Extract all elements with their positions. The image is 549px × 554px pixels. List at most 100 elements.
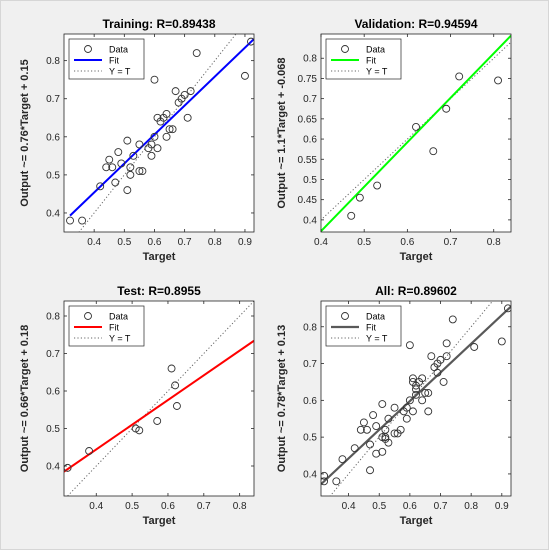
plot-content: [321, 34, 511, 232]
data-point: [448, 315, 457, 324]
legend-label-fit: Fit: [109, 323, 119, 333]
data-point: [162, 132, 171, 141]
data-point: [150, 132, 159, 141]
data-point: [366, 440, 374, 449]
x-tick-label: 0.9: [495, 501, 509, 512]
x-tick-label: 0.5: [357, 237, 371, 248]
data-point: [470, 343, 479, 351]
y-tick-label: 0.8: [303, 54, 317, 65]
plot-content: [66, 34, 254, 232]
y-tick-label: 0.45: [298, 195, 318, 206]
y-tick-label: 0.5: [46, 424, 60, 435]
data-point: [372, 449, 381, 458]
data-point: [433, 368, 442, 377]
legend-data-marker: [84, 312, 92, 320]
x-tick-label: 0.8: [464, 501, 478, 512]
x-tick-label: 0.9: [238, 237, 252, 248]
data-point: [165, 125, 174, 134]
plot-panel: 0.4 0.5 0.6 0.7 0.8 0.4 0.45 0.5 0.55 0.6 0.65 0.7 0…: [276, 17, 512, 263]
y-tick-label: 0.7: [46, 94, 60, 105]
data-point: [356, 425, 365, 434]
plot-panel: 0.4 0.5 0.6 0.7 0.8 0.9 0.4 0.5 0.6 0.7 0.8 Trainin…: [19, 17, 255, 263]
y-tick-label: 0.75: [298, 74, 318, 85]
y-axis-label: Output ~= 0.76*Target + 0.15: [19, 59, 31, 206]
y-tick-label: 0.8: [46, 312, 60, 323]
data-point: [497, 337, 506, 346]
chart-title: All: R=0.89602: [375, 284, 457, 298]
fit-line: [69, 38, 254, 217]
chart-title: Validation: R=0.94594: [354, 17, 477, 31]
data-point: [108, 163, 117, 172]
data-point: [418, 374, 427, 383]
legend-label-data: Data: [366, 312, 385, 322]
data-point: [102, 163, 111, 172]
data-point: [114, 148, 123, 156]
data-point: [421, 389, 430, 397]
axes-frame: [320, 300, 512, 497]
data-point: [171, 381, 180, 390]
data-point: [321, 471, 329, 480]
legend-label-fit: Fit: [109, 56, 119, 66]
plot-panel: 0.4 0.5 0.6 0.7 0.8 0.4 0.5 0.6 0.7 0.8 Test: R=0.…: [19, 284, 255, 527]
data-point: [338, 455, 347, 464]
data-point: [241, 71, 249, 80]
data-point: [424, 407, 433, 416]
data-point: [153, 417, 162, 425]
x-tick-label: 0.7: [444, 237, 458, 248]
data-point: [369, 411, 378, 420]
x-tick-label: 0.8: [487, 237, 501, 248]
data-point: [439, 377, 448, 386]
y-axis-label: Output ~= 0.66*Target + 0.18: [19, 325, 31, 472]
x-tick-label: 0.4: [342, 501, 356, 512]
data-point: [442, 339, 451, 348]
data-point: [381, 425, 390, 434]
data-point: [429, 147, 438, 156]
y-tick-label: 0.65: [298, 114, 318, 125]
x-tick-label: 0.5: [372, 501, 386, 512]
data-point: [363, 425, 371, 434]
data-point: [123, 186, 132, 195]
data-point: [384, 438, 393, 447]
data-point: [138, 167, 147, 176]
data-point: [167, 364, 176, 373]
data-point: [350, 444, 359, 453]
data-point: [135, 140, 144, 149]
y-tick-label: 0.5: [46, 170, 60, 181]
y-tick-label: 0.8: [46, 56, 60, 67]
data-point: [105, 155, 114, 164]
data-point: [384, 414, 393, 423]
data-point: [427, 352, 436, 361]
data-point: [172, 402, 181, 410]
legend-label-fit: Fit: [366, 56, 376, 66]
plot-panel: 0.4 0.5 0.6 0.7 0.8 0.9 0.4 0.5 0.6 0.7 0.8 All: R=…: [276, 284, 512, 527]
data-point: [332, 477, 341, 486]
y-tick-label: 0.7: [46, 349, 60, 360]
data-point: [186, 87, 195, 96]
y-tick-label: 0.4: [46, 208, 60, 219]
axes-frame: [63, 33, 255, 233]
x-tick-label: 0.8: [208, 237, 222, 248]
data-point: [402, 403, 411, 412]
data-point: [494, 76, 502, 85]
y-axis-label: Output ~= 1.1*Target + -0.068: [276, 57, 288, 208]
identity-line: [321, 41, 511, 221]
data-point: [147, 140, 156, 149]
x-tick-label: 0.6: [161, 501, 175, 512]
y-tick-label: 0.6: [303, 396, 317, 407]
plot-content: [321, 301, 511, 496]
data-point: [396, 425, 405, 434]
legend-data-marker: [84, 45, 92, 53]
data-point: [168, 125, 177, 134]
data-point: [117, 159, 126, 168]
data-point: [135, 426, 144, 435]
data-point: [192, 49, 201, 57]
legend-data-marker: [341, 45, 349, 53]
data-point: [408, 407, 417, 416]
y-tick-label: 0.5: [303, 175, 317, 186]
legend-box: [68, 38, 145, 80]
